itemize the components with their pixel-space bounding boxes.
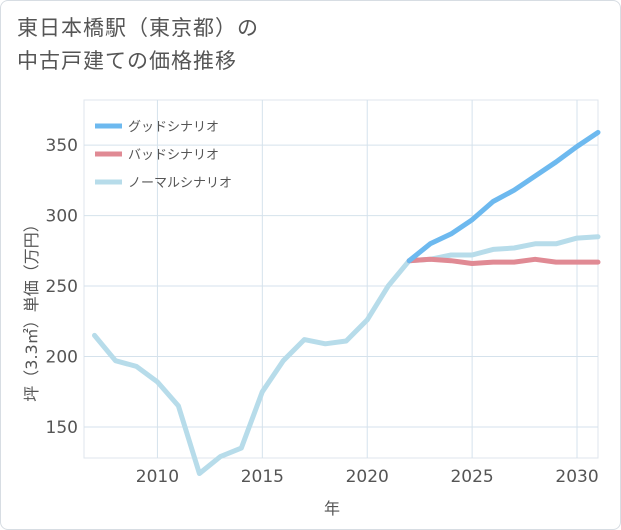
- plot-area: [83, 99, 599, 459]
- x-axis-title: 年: [324, 499, 340, 518]
- x-tick-label-2025: 2025: [450, 467, 493, 487]
- series-line-good: [406, 129, 601, 264]
- y-tick-label-350: 350: [46, 136, 78, 156]
- chart-title-line2: 中古戸建ての価格推移: [17, 49, 237, 73]
- y-tick-label-250: 250: [46, 277, 78, 297]
- x-tick-label-2015: 2015: [241, 467, 284, 487]
- legend-label-bad: バッドシナリオ: [128, 148, 219, 163]
- y-tick-label-200: 200: [46, 348, 78, 368]
- series-line-bad: [406, 256, 601, 266]
- x-tick-label-2030: 2030: [555, 467, 598, 487]
- series-line-normal: [92, 234, 601, 476]
- legend-label-normal: ノーマルシナリオ: [128, 176, 232, 191]
- grid-lines: [83, 99, 599, 459]
- axes: 年 坪（3.3㎡）単価（万円） 150 200 250 300 350 2010 2015 2…: [22, 136, 599, 518]
- chart-title: 東日本橋駅（東京都）の 中古戸建ての価格推移: [17, 12, 259, 78]
- y-tick-label-300: 300: [46, 207, 78, 227]
- x-tick-label-2020: 2020: [346, 467, 389, 487]
- legend-label-good: グッドシナリオ: [128, 120, 219, 135]
- series-lines: [92, 129, 601, 476]
- x-tick-label-2010: 2010: [136, 467, 179, 487]
- y-axis-title: 坪（3.3㎡）単価（万円）: [22, 216, 41, 401]
- chart-title-line1: 東日本橋駅（東京都）の: [17, 16, 259, 40]
- y-tick-label-150: 150: [46, 418, 78, 438]
